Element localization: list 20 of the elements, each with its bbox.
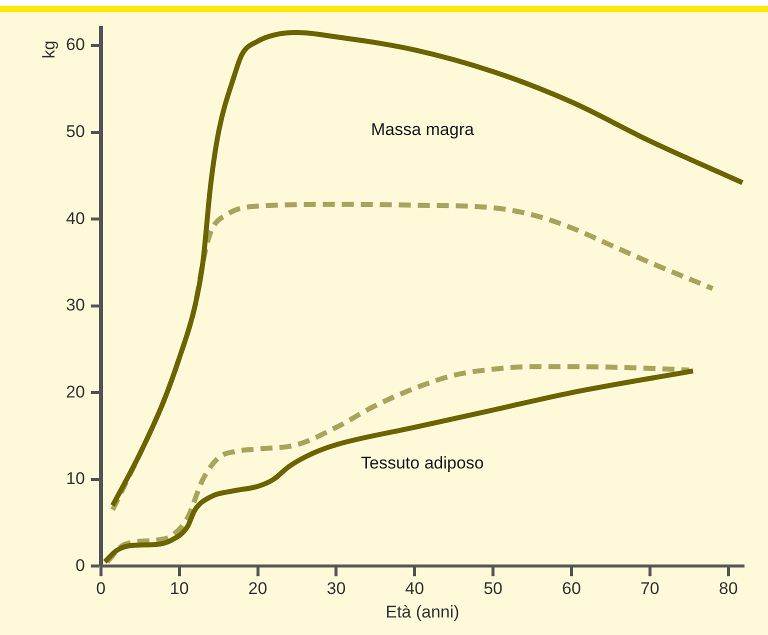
x-tick-label: 60 [562, 579, 581, 598]
y-tick-label: 20 [66, 382, 85, 402]
x-axis-title: Età (anni) [386, 602, 460, 622]
annotation: Tessuto adiposo [361, 454, 484, 473]
y-tick-label: 50 [66, 122, 85, 142]
y-tick-label: 0 [75, 556, 85, 575]
x-tick-label: 70 [640, 579, 660, 598]
x-tick-label: 20 [248, 579, 268, 598]
y-tick-label: 30 [66, 296, 85, 315]
y-tick-label: 40 [66, 208, 85, 228]
y-tick-label: 10 [66, 469, 85, 488]
x-tick-label: 50 [484, 579, 502, 598]
x-tick-label: 0 [96, 579, 106, 598]
y-tick-label: 60 [66, 35, 85, 54]
y-axis-title: kg [40, 40, 59, 59]
x-tick-label: 40 [405, 579, 424, 598]
annotation: Massa magra [370, 120, 474, 140]
x-tick-label: 10 [170, 579, 189, 598]
x-tick-label: 30 [326, 579, 346, 598]
x-tick-label: 80 [718, 579, 738, 598]
